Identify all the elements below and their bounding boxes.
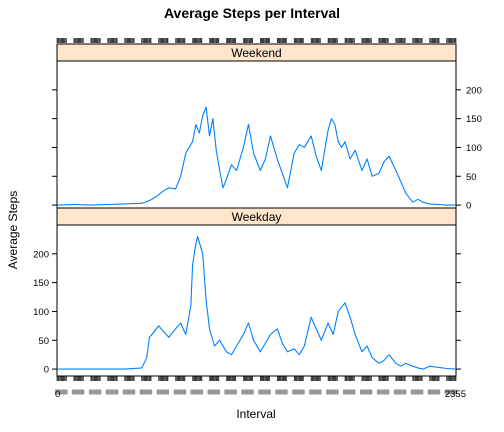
x-tick-label: 0 [55, 389, 60, 400]
x-tick-label: 2355 [445, 389, 466, 400]
panel-frame [56, 60, 457, 213]
y-tick-label: 150 [466, 114, 482, 125]
y-tick-label: 0 [466, 201, 471, 212]
x-axis-top-ticks [56, 38, 457, 43]
panel-frame [56, 224, 457, 377]
y-tick-label: 100 [33, 307, 49, 318]
strip-label: Weekend [231, 46, 281, 60]
y-axis-label: Average Steps [6, 191, 20, 270]
x-axis-bottom-ticks [56, 376, 457, 381]
series-line-weekend [56, 106, 456, 206]
y-tick-label: 0 [44, 365, 49, 376]
y-tick-label: 50 [38, 336, 49, 347]
y-tick-label: 150 [33, 278, 49, 289]
y-tick-label: 50 [466, 172, 477, 183]
x-axis-label: Interval [236, 407, 275, 421]
y-tick-label: 200 [33, 249, 49, 260]
series-line-weekday [57, 235, 457, 370]
plot-area: 0 2355 Weekend 0 50 100 150 200 Weekday 0 50 100 150… [33, 38, 482, 400]
y-tick-label: 200 [466, 85, 482, 96]
strip-label: Weekday [232, 210, 282, 224]
chart-title: Average Steps per Interval [164, 5, 340, 21]
y-tick-label: 100 [466, 143, 482, 154]
